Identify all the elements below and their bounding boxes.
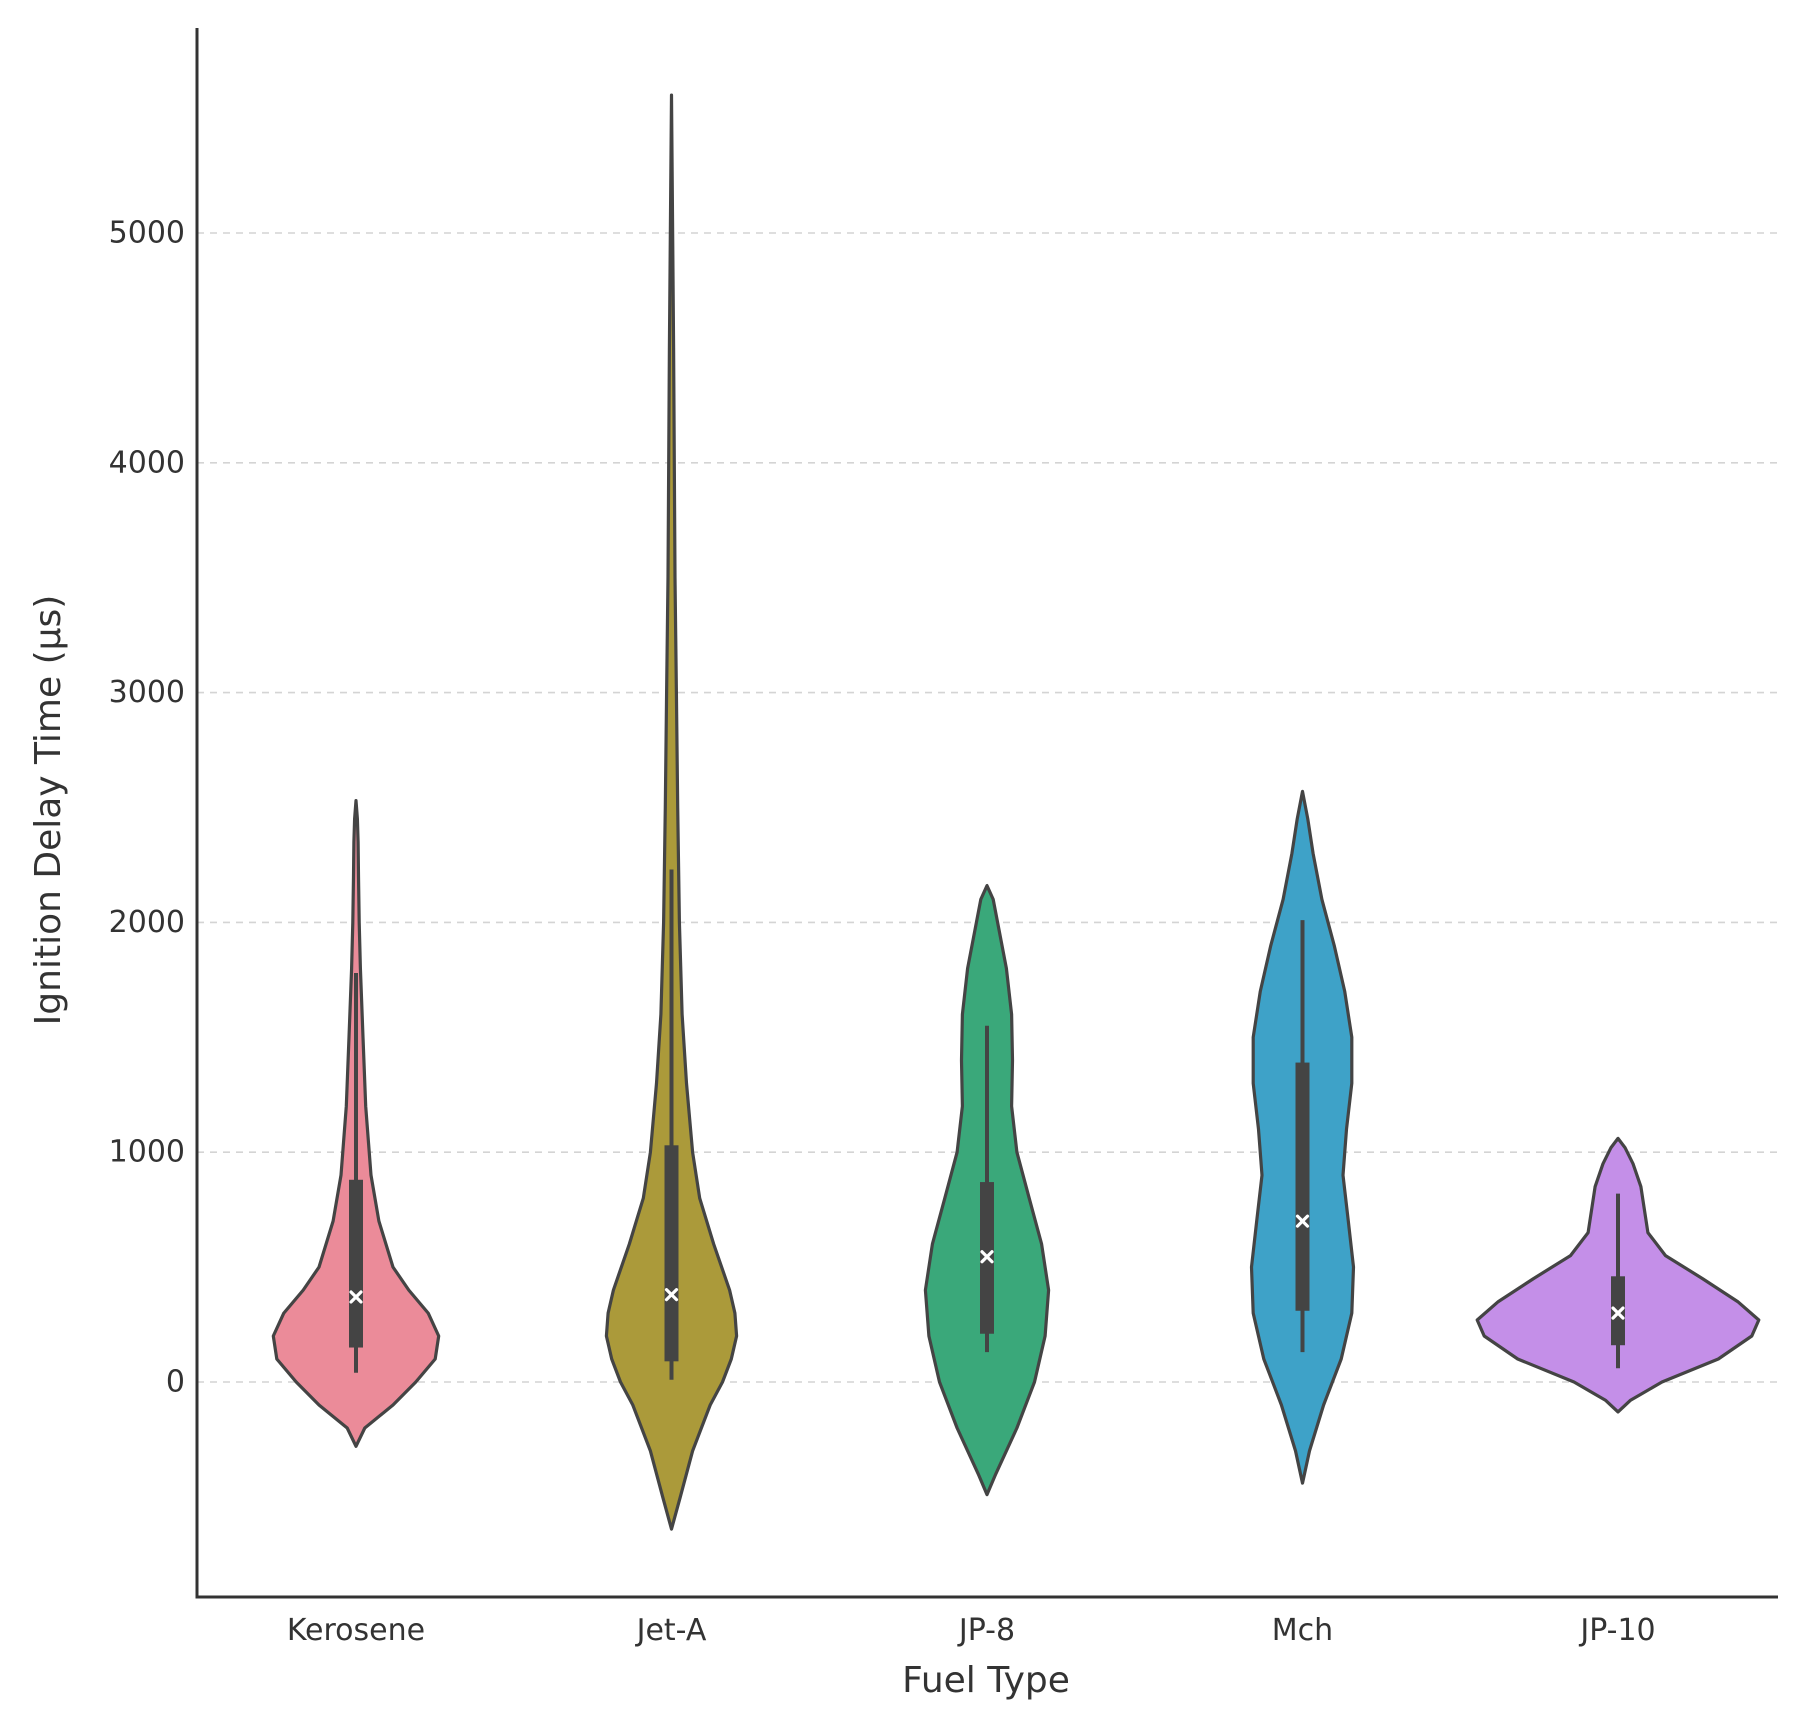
x-tick-labels: Kerosene Jet-A JP-8 Mch JP-10 [287, 1613, 1656, 1648]
y-axis-label: Ignition Delay Time (μs) [28, 595, 69, 1026]
violin-jet-a [604, 93, 739, 1531]
iqr-box-jp-10 [1611, 1276, 1625, 1346]
violins [271, 93, 1761, 1531]
y-tick-label: 5000 [109, 216, 185, 251]
y-tick-label: 4000 [109, 445, 185, 480]
violin-body-jet-a [604, 93, 739, 1531]
median-marker-jet-a [664, 1288, 679, 1302]
iqr-box-jet-a [664, 1145, 679, 1362]
axes [195, 28, 1778, 1599]
y-tick-label: 1000 [109, 1135, 185, 1170]
violin-jp-10 [1475, 1136, 1761, 1414]
y-tick-labels: 0 1000 2000 3000 4000 5000 [109, 216, 185, 1400]
iqr-box-mch [1295, 1062, 1310, 1311]
x-axis-label: Fuel Type [902, 1660, 1070, 1701]
x-tick-label: Mch [1272, 1613, 1333, 1648]
x-tick-label: Kerosene [287, 1613, 425, 1648]
median-marker-jp-10 [1611, 1306, 1625, 1320]
violin-mch [1249, 789, 1356, 1485]
x-tick-label: JP-10 [1578, 1613, 1655, 1648]
violin-kerosene [271, 799, 441, 1448]
y-tick-label: 0 [166, 1365, 185, 1400]
x-tick-label: JP-8 [957, 1613, 1015, 1648]
violin-jp-8 [923, 884, 1051, 1497]
median-marker-jp-8 [980, 1250, 994, 1264]
median-marker-mch [1295, 1214, 1310, 1228]
median-marker-kerosene [349, 1290, 363, 1304]
x-tick-label: Jet-A [635, 1613, 707, 1648]
iqr-box-kerosene [349, 1179, 363, 1348]
y-tick-label: 2000 [109, 905, 185, 940]
y-tick-label: 3000 [109, 675, 185, 710]
grid-lines [197, 232, 1778, 1383]
